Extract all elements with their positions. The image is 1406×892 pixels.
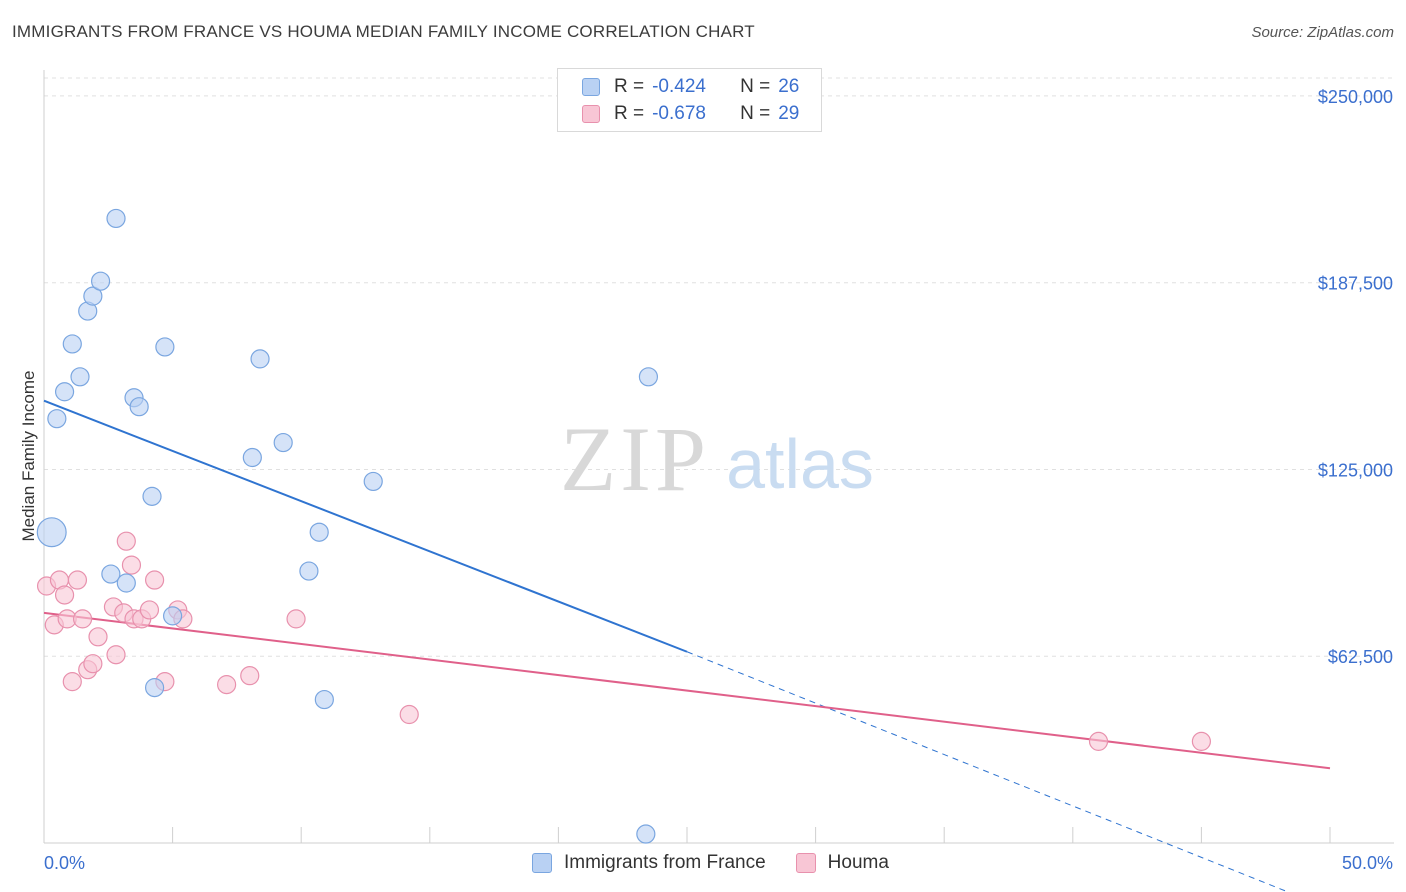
point-houma — [83, 654, 103, 674]
point-france — [116, 573, 136, 593]
legend-swatch-houma — [795, 853, 816, 873]
point-houma — [62, 672, 82, 692]
x-tick-label: 0.0% — [44, 853, 85, 873]
legend-n-value: 29 — [778, 103, 800, 124]
legend-swatch-houma — [582, 105, 600, 123]
legend-n-value: 26 — [778, 76, 800, 97]
point-houma — [121, 555, 142, 575]
point-houma — [1088, 731, 1109, 751]
point-france — [250, 349, 270, 369]
point-france — [90, 271, 111, 291]
point-houma — [106, 645, 126, 665]
point-houma — [399, 704, 419, 725]
legend-item-france[interactable]: Immigrants from France — [532, 852, 766, 874]
point-houma — [144, 570, 165, 590]
legend-row-houma: R = -0.678 N = 29 — [582, 101, 799, 127]
y-tick-label: $250,000 — [1318, 87, 1393, 107]
chart-title: IMMIGRANTS FROM FRANCE VS HOUMA MEDIAN F… — [12, 22, 755, 41]
point-france — [363, 471, 383, 492]
point-houma — [286, 609, 306, 629]
series-legend: Immigrants from France Houma — [532, 852, 919, 874]
point-france — [62, 334, 82, 354]
trend-layer — [43, 399, 1331, 892]
y-tick-label: $125,000 — [1318, 460, 1393, 480]
tick-label-layer: $62,500 $125,000 $187,500 $250,000 0.0% 50.0% — [44, 87, 1393, 873]
trendline-houma — [43, 611, 1331, 770]
watermark-zip: ZIP — [560, 408, 710, 510]
legend-n-label: N = — [740, 76, 771, 97]
point-france — [106, 208, 126, 229]
point-france — [47, 409, 67, 429]
grid-layer — [44, 77, 1394, 657]
trendline-france-extension — [686, 651, 1290, 892]
legend-label-houma: Houma — [827, 852, 889, 873]
point-houma — [72, 609, 93, 629]
legend-r-value: -0.678 — [652, 103, 706, 124]
point-houma — [116, 531, 136, 551]
point-houma — [217, 675, 237, 695]
point-houma — [88, 627, 108, 647]
point-france — [273, 432, 293, 453]
y-tick-label: $187,500 — [1318, 274, 1393, 294]
point-france — [101, 564, 121, 584]
y-tick-label: $62,500 — [1328, 647, 1393, 667]
point-france — [638, 367, 659, 387]
point-france — [242, 447, 262, 468]
point-france — [155, 337, 175, 357]
legend-item-houma[interactable]: Houma — [795, 852, 889, 874]
point-france — [163, 606, 183, 626]
x-tick-label: 50.0% — [1342, 853, 1393, 873]
point-houma — [139, 600, 160, 620]
point-france — [70, 367, 90, 387]
point-france — [299, 561, 319, 581]
point-france — [144, 678, 165, 698]
point-houma — [54, 585, 75, 605]
point-layer — [36, 208, 1212, 844]
trendline-france — [43, 399, 688, 653]
legend-n-label: N = — [740, 103, 771, 124]
point-france — [54, 382, 75, 402]
y-axis-label: Median Family Income — [19, 370, 38, 542]
legend-r-label: R = — [614, 103, 645, 124]
legend-row-france: R = -0.424 N = 26 — [582, 74, 799, 100]
point-houma — [67, 570, 88, 590]
point-houma — [1191, 731, 1212, 751]
legend-swatch-france — [582, 78, 600, 96]
legend-r-label: R = — [614, 76, 645, 97]
point-houma — [240, 666, 260, 686]
point-france — [36, 517, 67, 548]
point-france — [129, 397, 149, 417]
legend-label-france: Immigrants from France — [564, 852, 766, 873]
watermark-atlas: atlas — [726, 425, 874, 503]
point-france — [83, 286, 103, 306]
chart-source: Source: ZipAtlas.com — [1251, 24, 1394, 41]
axis-layer — [43, 70, 1394, 844]
point-france — [142, 486, 162, 506]
watermark: ZIP atlas — [560, 408, 874, 510]
legend-swatch-france — [532, 853, 552, 873]
correlation-legend: R = -0.424 N = 26 R = -0.678 N = 29 — [557, 68, 822, 132]
legend-r-value: -0.424 — [652, 76, 706, 97]
point-france — [314, 689, 334, 710]
point-france — [309, 522, 329, 542]
point-france — [636, 824, 656, 844]
